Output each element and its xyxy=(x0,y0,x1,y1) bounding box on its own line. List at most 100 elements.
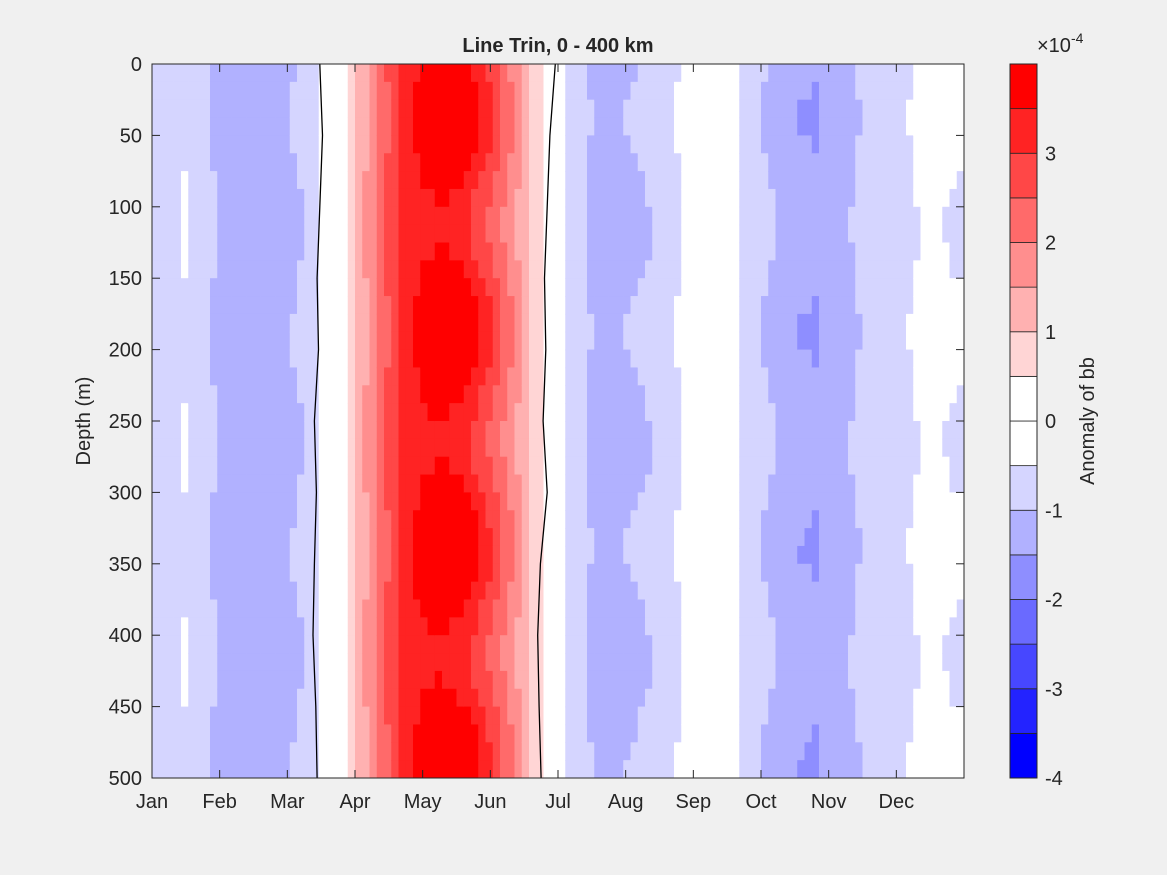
field-cell xyxy=(231,296,240,315)
field-cell xyxy=(753,742,762,761)
field-cell xyxy=(616,635,624,654)
field-cell xyxy=(790,296,798,315)
field-cell xyxy=(326,545,334,565)
field-cell xyxy=(507,260,516,279)
field-cell xyxy=(326,64,334,83)
field-cell xyxy=(478,456,487,476)
field-cell xyxy=(942,438,951,458)
field-cell xyxy=(898,81,907,101)
field-cell xyxy=(579,581,588,601)
field-cell xyxy=(275,653,284,672)
field-cell xyxy=(253,438,262,458)
field-cell xyxy=(369,331,378,351)
field-cell xyxy=(166,242,175,261)
field-cell xyxy=(666,528,675,547)
field-cell xyxy=(304,99,313,119)
field-cell xyxy=(427,510,436,529)
field-cell xyxy=(710,688,719,708)
field-cell xyxy=(898,688,907,708)
field-cell xyxy=(862,706,871,726)
field-cell xyxy=(391,581,400,601)
field-cell xyxy=(282,117,291,136)
field-cell xyxy=(811,724,820,743)
field-cell xyxy=(891,510,900,529)
field-cell xyxy=(666,313,675,333)
field-cell xyxy=(536,545,545,565)
field-cell xyxy=(289,260,298,279)
field-cell xyxy=(391,242,400,261)
field-cell xyxy=(195,135,204,154)
field-cell xyxy=(826,403,835,422)
field-cell xyxy=(463,349,472,369)
field-cell xyxy=(456,242,465,261)
field-cell xyxy=(442,474,450,493)
field-cell xyxy=(239,510,247,529)
field-cell xyxy=(304,581,313,601)
field-cell xyxy=(463,492,472,511)
field-cell xyxy=(485,528,494,547)
field-cell xyxy=(826,742,835,761)
field-cell xyxy=(949,153,958,172)
field-cell xyxy=(761,760,769,778)
field-cell xyxy=(956,117,964,136)
field-cell xyxy=(369,706,378,726)
field-cell xyxy=(289,742,298,761)
field-cell xyxy=(384,474,392,493)
field-cell xyxy=(304,456,313,476)
field-cell xyxy=(246,545,255,565)
field-cell xyxy=(710,438,719,458)
field-cell xyxy=(949,367,958,386)
x-tick-label: Nov xyxy=(811,791,847,813)
field-cell xyxy=(811,528,820,547)
field-cell xyxy=(601,385,610,404)
field-cell xyxy=(369,724,378,743)
field-cell xyxy=(594,528,603,547)
field-cell xyxy=(391,224,400,244)
field-cell xyxy=(318,81,327,101)
field-cell xyxy=(790,278,798,297)
field-cell xyxy=(500,653,508,672)
y-tick-label: 400 xyxy=(109,625,142,647)
field-cell xyxy=(935,545,943,565)
field-cell xyxy=(703,670,711,690)
field-cell xyxy=(362,349,371,369)
field-cell xyxy=(630,492,639,511)
field-cell xyxy=(884,331,893,351)
field-cell xyxy=(761,563,769,583)
field-cell xyxy=(739,242,748,261)
field-cell xyxy=(442,385,450,404)
field-cell xyxy=(362,492,371,511)
field-cell xyxy=(927,563,936,583)
field-cell xyxy=(434,456,443,476)
field-cell xyxy=(231,421,240,440)
field-cell xyxy=(942,296,951,315)
field-cell xyxy=(297,81,305,101)
field-cell xyxy=(833,760,842,778)
field-cell xyxy=(217,242,226,261)
field-cell xyxy=(587,510,595,529)
field-cell xyxy=(275,563,284,583)
field-cell xyxy=(224,599,233,618)
field-cell xyxy=(869,296,878,315)
y-tick-label: 300 xyxy=(109,482,142,504)
field-cell xyxy=(608,331,617,351)
field-cell xyxy=(739,99,748,119)
field-cell xyxy=(297,581,305,601)
field-cell xyxy=(362,81,371,101)
field-cell xyxy=(761,117,769,136)
field-cell xyxy=(681,206,690,226)
field-cell xyxy=(608,403,617,422)
field-cell xyxy=(304,260,313,279)
field-cell xyxy=(471,438,479,458)
field-cell xyxy=(253,260,262,279)
field-cell xyxy=(413,260,421,279)
field-cell xyxy=(405,385,414,404)
field-cell xyxy=(391,313,400,333)
field-cell xyxy=(804,528,813,547)
field-cell xyxy=(239,724,247,743)
field-cell xyxy=(376,474,385,493)
field-cell xyxy=(826,563,835,583)
field-cell xyxy=(898,510,907,529)
field-cell xyxy=(819,545,827,565)
field-cell xyxy=(304,742,313,761)
